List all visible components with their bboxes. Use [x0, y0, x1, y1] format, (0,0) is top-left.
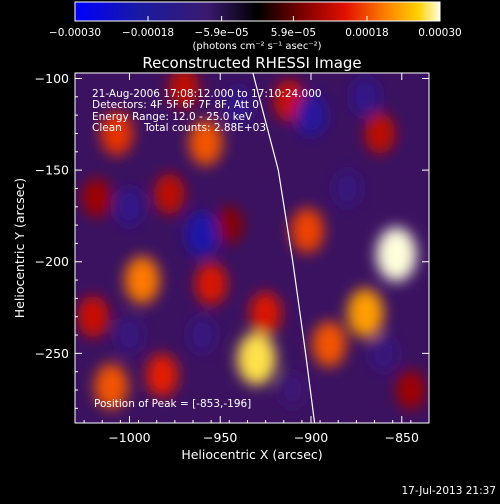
colorbar-ticks: −0.00030 −0.00018 −5.9e−05 5.9e−05 0.00018 0.…	[49, 16, 462, 39]
colorbar-tick-label: −0.00030	[49, 27, 101, 39]
heatmap-source-27	[115, 316, 144, 354]
colorbar-tick-label: 0.00018	[345, 27, 388, 39]
heatmap-source-28	[369, 334, 398, 373]
colorbar-tick-label: 5.9e−05	[271, 27, 316, 39]
info-energy-range: Energy Range: 12.0 - 25.0 keV	[92, 111, 253, 123]
heatmap-source-15	[195, 262, 227, 306]
heatmap-source-10	[146, 353, 179, 398]
info-total-counts: Total counts: 2.88E+03	[143, 122, 266, 134]
heatmap-source-2	[347, 288, 384, 338]
y-tick-label--100: −100	[35, 71, 69, 86]
heatmap-source-9	[77, 295, 109, 338]
chart-title: Reconstructed RHESSI Image	[142, 54, 361, 72]
solar-limb-line	[252, 73, 316, 423]
plot-area	[75, 73, 429, 423]
heatmap-source-5	[188, 119, 223, 166]
heatmap-source-7	[312, 321, 347, 368]
heatmap-source-23	[185, 212, 219, 257]
colorbar-tick-label: −5.9e−05	[195, 27, 249, 39]
x-axis-label: Heliocentric X (arcsec)	[181, 447, 322, 462]
heatmap-source-18	[82, 177, 112, 218]
info-time-range: 21-Aug-2006 17:08:12.000 to 17:10:24.000	[92, 88, 322, 100]
heatmap-source-24	[295, 93, 327, 137]
heatmap-source-6	[290, 208, 325, 254]
heatmap-source-25	[350, 77, 381, 117]
heatmap-source-1	[237, 332, 276, 386]
info-method: Clean	[92, 122, 122, 134]
axes-ticks: −1000 −950 −900 −850 −100 −150 −200 −250	[35, 71, 429, 445]
colorbar-tick-label: 0.00030	[418, 27, 461, 39]
heatmap-source-8	[94, 363, 129, 410]
heatmap-source-21	[223, 86, 253, 126]
footer-timestamp: 17-Jul-2013 21:37	[401, 485, 496, 497]
heatmap-source-3	[100, 111, 134, 156]
heatmap-sources	[77, 73, 426, 410]
info-detectors: Detectors: 4F 5F 6F 7F 8F, Att 0	[92, 99, 259, 111]
colorbar-gradient	[74, 1, 441, 22]
info-peak-position: Position of Peak = [-853,-196]	[94, 398, 251, 410]
heatmap-source-20	[114, 187, 145, 227]
plot-frame	[74, 72, 430, 424]
colorbar-tick-label: −0.00018	[122, 27, 174, 39]
y-tick-label--150: −150	[35, 163, 69, 178]
heatmap-source-22	[333, 169, 362, 208]
colorbar-units: (photons cm⁻² s⁻¹ asec⁻²)	[192, 41, 321, 52]
heatmap-source-11	[154, 173, 185, 215]
heatmap-source-17	[215, 206, 244, 244]
y-axis-label: Heliocentric Y (arcsec)	[12, 178, 27, 318]
x-tick-label--1000: −1000	[108, 430, 150, 445]
y-tick-label--250: −250	[35, 346, 69, 361]
heatmap-source-12	[249, 291, 282, 335]
heatmap-source-0	[376, 227, 417, 282]
heatmap-source-26	[188, 316, 217, 354]
heatmap-source-29	[279, 371, 307, 409]
x-tick-label--900: −900	[294, 430, 328, 445]
y-tick-label--200: −200	[35, 254, 69, 269]
heatmap-source-16	[396, 370, 426, 410]
heatmap-source-19	[168, 73, 200, 109]
x-tick-label--850: −850	[385, 430, 419, 445]
heatmap-source-4	[124, 256, 160, 304]
heatmap-source-14	[364, 112, 396, 154]
x-tick-label--950: −950	[203, 430, 237, 445]
